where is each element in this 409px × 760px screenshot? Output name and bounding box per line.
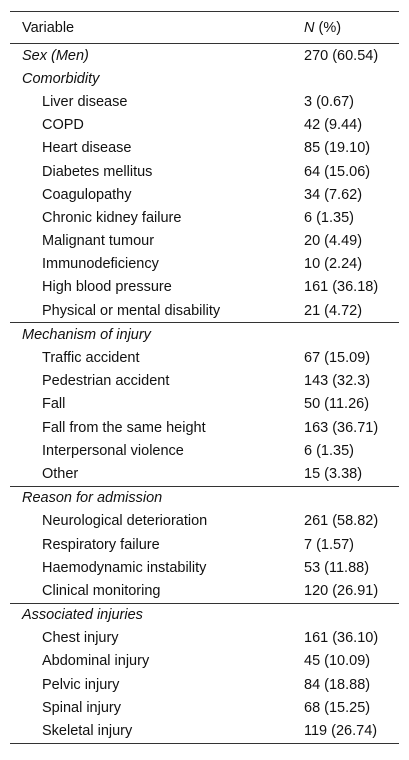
table-body: Sex (Men) 270 (60.54) Comorbidity Liver dis… xyxy=(10,44,399,744)
row: Other 15 (3.38) xyxy=(10,462,399,486)
label-cell: Clinical monitoring xyxy=(42,582,161,599)
label-cell: Fall from the same height xyxy=(42,419,206,436)
value-cell: 261 (58.82) xyxy=(304,513,379,530)
label-cell: Heart disease xyxy=(42,140,132,157)
row: Sex (Men) 270 (60.54) xyxy=(10,44,399,68)
label-cell: Other xyxy=(42,465,79,482)
value-cell: 6 (1.35) xyxy=(304,209,354,226)
label-cell: Haemodynamic instability xyxy=(42,559,207,576)
section-row: Mechanism of injury xyxy=(10,322,399,347)
value-cell: 21 (4.72) xyxy=(304,302,363,319)
row: Liver disease 3 (0.67) xyxy=(10,90,399,113)
value-cell: 143 (32.3) xyxy=(304,373,371,390)
header-unit: (%) xyxy=(318,19,342,36)
label-cell: Abdominal injury xyxy=(42,653,150,670)
label-cell: Pelvic injury xyxy=(42,676,120,693)
row: High blood pressure 161 (36.18) xyxy=(10,276,399,299)
value-cell: 20 (4.49) xyxy=(304,233,363,250)
value-cell: 45 (10.09) xyxy=(304,653,371,670)
value-cell: 10 (2.24) xyxy=(304,256,363,273)
label-cell: Diabetes mellitus xyxy=(42,163,153,180)
value-cell: 6 (1.35) xyxy=(304,442,354,459)
label-cell: Spinal injury xyxy=(42,699,121,716)
label-cell: Coagulopathy xyxy=(42,186,132,203)
row: Coagulopathy 34 (7.62) xyxy=(10,183,399,206)
value-cell: 53 (11.88) xyxy=(304,559,370,576)
value-cell: 84 (18.88) xyxy=(304,676,371,693)
value-cell: 64 (15.06) xyxy=(304,163,371,180)
label-cell: Chest injury xyxy=(42,630,119,647)
data-table: Variable N (%) Sex (Men) 270 (60.54) Comor… xyxy=(10,11,399,744)
section-row: Comorbidity xyxy=(10,67,399,90)
label-cell: Interpersonal violence xyxy=(42,442,184,459)
header-symbol: N xyxy=(304,19,315,36)
value-cell: 3 (0.67) xyxy=(304,93,354,110)
value-cell: 161 (36.18) xyxy=(304,279,379,296)
section-row: Associated injuries xyxy=(10,602,399,627)
header-cell: N (%) xyxy=(304,11,399,44)
section-title: Comorbidity xyxy=(22,70,100,87)
value-cell: 85 (19.10) xyxy=(304,140,371,157)
label-cell: Respiratory failure xyxy=(42,536,160,553)
label-cell: Pedestrian accident xyxy=(42,373,170,390)
label-cell: Neurological deterioration xyxy=(42,513,208,530)
label-cell: Traffic accident xyxy=(42,350,140,367)
row: Haemodynamic instability 53 (11.88) xyxy=(10,556,399,579)
section-row: Reason for admission xyxy=(10,485,399,510)
label-cell: Fall xyxy=(42,396,66,413)
header-cell: Variable xyxy=(10,11,304,44)
row: Fall from the same height 163 (36.71) xyxy=(10,416,399,439)
label-cell: Malignant tumour xyxy=(42,233,155,250)
row: Chest injury 161 (36.10) xyxy=(10,627,399,650)
label-cell: Physical or mental disability xyxy=(42,302,221,319)
section-title: Reason for admission xyxy=(10,485,304,510)
row: Respiratory failure 7 (1.57) xyxy=(10,533,399,556)
value-cell: 119 (26.74) xyxy=(304,723,378,740)
value-cell: 161 (36.10) xyxy=(304,630,379,647)
row: Spinal injury 68 (15.25) xyxy=(10,696,399,719)
section-title: Mechanism of injury xyxy=(10,322,304,347)
row: Interpersonal violence 6 (1.35) xyxy=(10,439,399,462)
label-cell: Sex (Men) xyxy=(22,47,89,64)
row: Malignant tumour 20 (4.49) xyxy=(10,230,399,253)
value-cell: 34 (7.62) xyxy=(304,186,363,203)
value-cell: 50 (11.26) xyxy=(304,396,370,413)
row: Skeletal injury 119 (26.74) xyxy=(10,719,399,743)
value-cell: 270 (60.54) xyxy=(304,47,379,64)
label-cell: COPD xyxy=(42,117,84,134)
empty-cell xyxy=(304,602,399,627)
value-cell: 15 (3.38) xyxy=(304,465,363,482)
value-cell: 120 (26.91) xyxy=(304,582,379,599)
row: Clinical monitoring 120 (26.91) xyxy=(10,579,399,603)
row: Diabetes mellitus 64 (15.06) xyxy=(10,160,399,183)
empty-cell xyxy=(304,322,399,347)
value-cell: 7 (1.57) xyxy=(304,536,354,553)
row: Pelvic injury 84 (18.88) xyxy=(10,673,399,696)
label-cell: Liver disease xyxy=(42,93,128,110)
empty-cell xyxy=(304,67,399,90)
row: Immunodeficiency 10 (2.24) xyxy=(10,253,399,276)
section-title: Associated injuries xyxy=(10,602,304,627)
empty-cell xyxy=(304,485,399,510)
row: Heart disease 85 (19.10) xyxy=(10,137,399,160)
label-cell: High blood pressure xyxy=(42,279,172,296)
row: Physical or mental disability 21 (4.72) xyxy=(10,299,399,323)
row: Abdominal injury 45 (10.09) xyxy=(10,650,399,673)
header-row: Variable N (%) xyxy=(10,11,399,44)
row: Fall 50 (11.26) xyxy=(10,393,399,416)
label-cell: Chronic kidney failure xyxy=(42,209,182,226)
row: Chronic kidney failure 6 (1.35) xyxy=(10,206,399,229)
row: COPD 42 (9.44) xyxy=(10,114,399,137)
label-cell: Immunodeficiency xyxy=(42,256,159,273)
value-cell: 68 (15.25) xyxy=(304,699,371,716)
row: Pedestrian accident 143 (32.3) xyxy=(10,370,399,393)
value-cell: 163 (36.71) xyxy=(304,419,379,436)
row: Traffic accident 67 (15.09) xyxy=(10,346,399,369)
row: Neurological deterioration 261 (58.82) xyxy=(10,510,399,533)
value-cell: 67 (15.09) xyxy=(304,350,371,367)
value-cell: 42 (9.44) xyxy=(304,117,363,134)
label-cell: Skeletal injury xyxy=(42,723,133,740)
